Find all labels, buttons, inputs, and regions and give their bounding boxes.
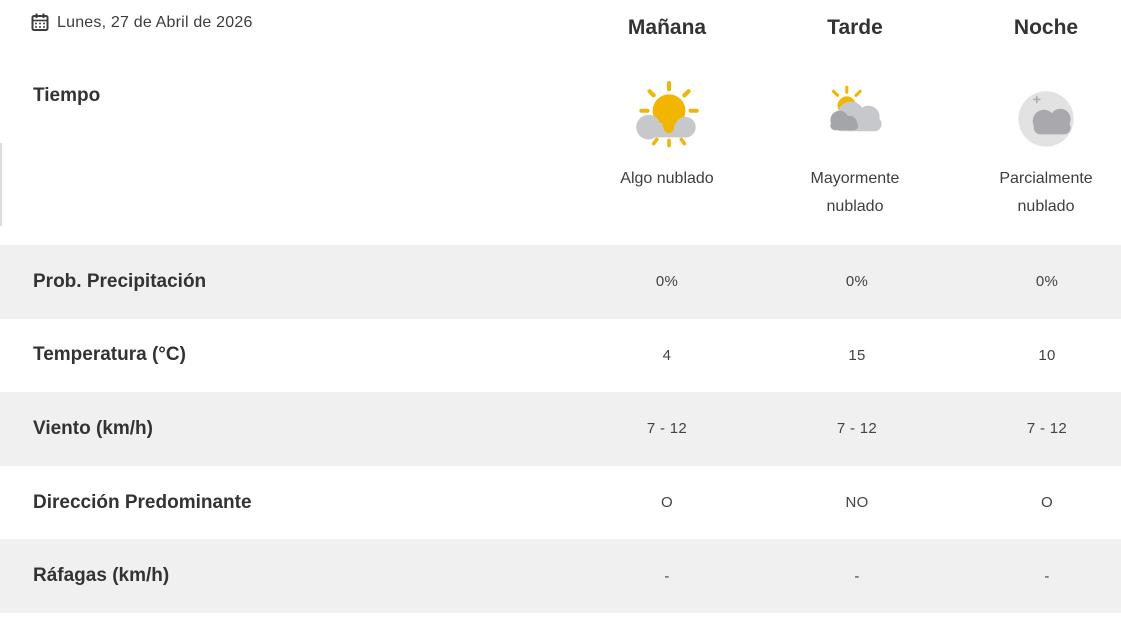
row-label: Ráfagas (km/h)	[33, 565, 170, 587]
row-value: 15	[848, 346, 866, 364]
row-value: 0%	[845, 273, 869, 291]
row-value: -	[1044, 567, 1050, 585]
row-value: O	[1041, 494, 1053, 512]
mostly-cloudy-icon	[814, 80, 896, 162]
row-value: 7 - 12	[836, 420, 878, 438]
condition-cell-manana: Algo nublado	[572, 80, 762, 193]
partly-cloudy-night-icon	[1005, 80, 1087, 162]
row-value: O	[661, 494, 673, 512]
column-header-tarde: Tarde	[827, 16, 883, 39]
left-edge-line	[0, 143, 2, 226]
column-header-noche: Noche	[1013, 16, 1079, 39]
condition-cell-noche: Parcialmente nublado	[951, 80, 1121, 221]
calendar-icon	[30, 12, 50, 33]
row-value: 7 - 12	[1026, 420, 1068, 438]
row-value: 0%	[655, 273, 679, 291]
condition-label: Algo nublado	[620, 170, 714, 187]
date-row: Lunes, 27 de Abril de 2026	[30, 12, 253, 33]
forecast-row: Dirección Predominante O NO O	[0, 465, 1121, 540]
forecast-row: Ráfagas (km/h) - - -	[0, 539, 1121, 613]
row-value: 4	[662, 346, 672, 364]
row-label: Viento (km/h)	[33, 417, 153, 439]
forecast-row: Viento (km/h) 7 - 12 7 - 12 7 - 12	[0, 392, 1121, 466]
partly-sunny-icon	[626, 80, 708, 162]
column-header-manana: Mañana	[627, 16, 707, 39]
condition-label: Mayormente nublado	[810, 170, 900, 215]
row-value: -	[664, 567, 670, 585]
forecast-row: Temperatura (°C) 4 15 10	[0, 318, 1121, 393]
row-value: 0%	[1035, 273, 1059, 291]
row-label: Dirección Predominante	[33, 491, 252, 513]
row-label: Prob. Precipitación	[33, 270, 207, 292]
date-label: Lunes, 27 de Abril de 2026	[57, 13, 253, 31]
row-value: 10	[1038, 346, 1056, 364]
tiempo-row-label: Tiempo	[33, 85, 101, 106]
row-value: -	[854, 567, 860, 585]
forecast-table: Prob. Precipitación 0% 0% 0% Temperatura…	[0, 245, 1121, 613]
condition-cell-tarde: Mayormente nublado	[760, 80, 950, 221]
condition-label: Parcialmente nublado	[999, 170, 1093, 215]
row-value: NO	[845, 494, 869, 512]
row-label: Temperatura (°C)	[33, 344, 186, 366]
row-value: 7 - 12	[646, 420, 688, 438]
forecast-row: Prob. Precipitación 0% 0% 0%	[0, 245, 1121, 319]
